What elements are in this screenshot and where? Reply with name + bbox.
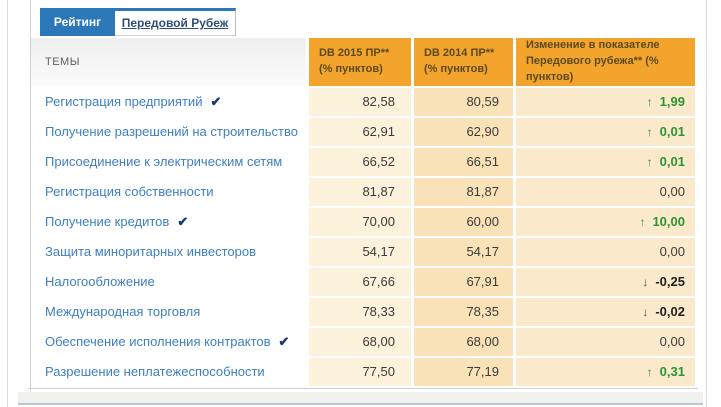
topic-cell: Разрешение неплатежеспособности	[31, 357, 306, 386]
change-value: 0,00	[659, 184, 685, 200]
change-cell: 0,00	[515, 327, 695, 356]
topic-link[interactable]: Налогообложение	[45, 274, 155, 290]
page-left-border	[7, 0, 8, 407]
topic-link[interactable]: Регистрация предприятий	[45, 93, 203, 109]
change-value: 0,01	[659, 124, 685, 140]
db2015-value: 54,17	[308, 237, 411, 266]
db2014-value: 66,51	[413, 147, 513, 176]
check-icon: ✔	[177, 213, 189, 229]
change-cell: 0,00	[515, 177, 695, 206]
change-cell: ↓ -0,25	[515, 267, 695, 296]
down-arrow-icon: ↓	[642, 275, 649, 290]
column-header-change: Изменение в показателе Передового рубежа…	[515, 38, 695, 86]
up-arrow-icon: ↑	[639, 215, 646, 230]
check-icon: ✔	[278, 333, 290, 349]
topic-link[interactable]: Защита миноритарных инвесторов	[45, 244, 257, 260]
up-arrow-icon: ↑	[646, 125, 653, 140]
db2015-value: 66,52	[308, 147, 411, 176]
column-header-db2014: DB 2014 ПР** (% пунктов)	[413, 38, 513, 86]
table-row: Получение разрешений на строительство 62…	[31, 117, 695, 146]
db2015-value: 62,91	[308, 117, 411, 146]
topic-link[interactable]: Получение кредитов	[45, 213, 170, 229]
tab-frontier-label: Передовой Рубеж	[121, 16, 229, 30]
topic-link[interactable]: Регистрация собственности	[45, 184, 214, 200]
change-value: 0,00	[659, 244, 685, 260]
topic-link[interactable]: Присоединение к электрическим сетям	[45, 154, 283, 170]
table-row: Международная торговля 78,33 78,35 ↓ -0,0…	[31, 297, 695, 326]
topic-link[interactable]: Обеспечение исполнения контрактов	[45, 333, 271, 349]
db2015-value: 70,00	[308, 207, 411, 236]
change-cell: ↓ -0,02	[515, 297, 695, 326]
topic-cell: Обеспечение исполнения контрактов ✔	[31, 327, 306, 356]
column-header-topics: ТЕМЫ	[31, 38, 306, 86]
change-value: 0,31	[659, 364, 685, 380]
table-row: Обеспечение исполнения контрактов ✔ 68,00…	[31, 327, 695, 356]
db2014-value: 62,90	[413, 117, 513, 146]
table-row: Регистрация собственности 81,87 81,87 0,…	[31, 177, 695, 206]
db2015-value: 81,87	[308, 177, 411, 206]
tab-rating[interactable]: Рейтинг	[40, 8, 115, 36]
content-right-border	[706, 0, 707, 407]
table-row: Регистрация предприятий ✔ 82,58 80,59 ↑ 1,…	[31, 87, 695, 116]
topic-cell: Регистрация собственности	[31, 177, 306, 206]
tab-rating-label: Рейтинг	[53, 15, 102, 29]
db2015-value: 82,58	[308, 87, 411, 116]
column-header-db2015: DB 2015 ПР** (% пунктов)	[308, 38, 411, 86]
table-row: Присоединение к электрическим сетям 66,5…	[31, 147, 695, 176]
topic-link[interactable]: Получение разрешений на строительство	[45, 124, 298, 140]
topic-cell: Налогообложение	[31, 267, 306, 296]
change-value: 0,00	[659, 334, 685, 350]
db2015-value: 78,33	[308, 297, 411, 326]
db2014-value: 54,17	[413, 237, 513, 266]
table-row: Налогообложение 67,66 67,91 ↓ -0,25	[31, 267, 695, 296]
change-cell: ↑ 10,00	[515, 207, 695, 236]
table-row: Разрешение неплатежеспособности 77,50 77…	[31, 357, 695, 386]
change-cell: ↑ 1,99	[515, 87, 695, 116]
db2014-value: 77,19	[413, 357, 513, 386]
db2014-value: 67,91	[413, 267, 513, 296]
topic-cell: Получение кредитов ✔	[31, 207, 306, 236]
up-arrow-icon: ↑	[646, 155, 653, 170]
content-left-border	[30, 0, 31, 391]
topic-link[interactable]: Международная торговля	[45, 304, 201, 320]
db2015-value: 67,66	[308, 267, 411, 296]
up-arrow-icon: ↑	[646, 95, 653, 110]
up-arrow-icon: ↑	[646, 365, 653, 380]
topic-cell: Получение разрешений на строительство	[31, 117, 306, 146]
change-cell: 0,00	[515, 237, 695, 266]
check-icon: ✔	[210, 93, 222, 109]
table-row: Защита миноритарных инвесторов 54,17 54,…	[31, 237, 695, 266]
db2014-value: 60,00	[413, 207, 513, 236]
change-value: 1,99	[659, 94, 685, 110]
db2015-value: 68,00	[308, 327, 411, 356]
change-value: 0,01	[659, 154, 685, 170]
table-row: Получение кредитов ✔ 70,00 60,00 ↑ 10,00	[31, 207, 695, 236]
change-value: -0,25	[655, 274, 685, 290]
db2014-value: 80,59	[413, 87, 513, 116]
topic-cell: Присоединение к электрическим сетям	[31, 147, 306, 176]
topics-table: ТЕМЫ DB 2015 ПР** (% пунктов) DB 2014 ПР…	[28, 36, 698, 389]
change-cell: ↑ 0,01	[515, 117, 695, 146]
change-value: -0,02	[655, 304, 685, 320]
topic-link[interactable]: Разрешение неплатежеспособности	[45, 364, 265, 380]
db2014-value: 81,87	[413, 177, 513, 206]
table-header-row: ТЕМЫ DB 2015 ПР** (% пунктов) DB 2014 ПР…	[31, 38, 695, 86]
db2015-value: 77,50	[308, 357, 411, 386]
topic-cell: Регистрация предприятий ✔	[31, 87, 306, 116]
tab-bar: Рейтинг Передовой Рубеж	[40, 8, 236, 36]
change-cell: ↑ 0,31	[515, 357, 695, 386]
change-value: 10,00	[652, 214, 685, 230]
footer-divider-band	[18, 392, 703, 405]
db2014-value: 68,00	[413, 327, 513, 356]
topic-cell: Международная торговля	[31, 297, 306, 326]
topic-cell: Защита миноритарных инвесторов	[31, 237, 306, 266]
down-arrow-icon: ↓	[642, 305, 649, 320]
tab-frontier[interactable]: Передовой Рубеж	[115, 8, 236, 36]
change-cell: ↑ 0,01	[515, 147, 695, 176]
db2014-value: 78,35	[413, 297, 513, 326]
